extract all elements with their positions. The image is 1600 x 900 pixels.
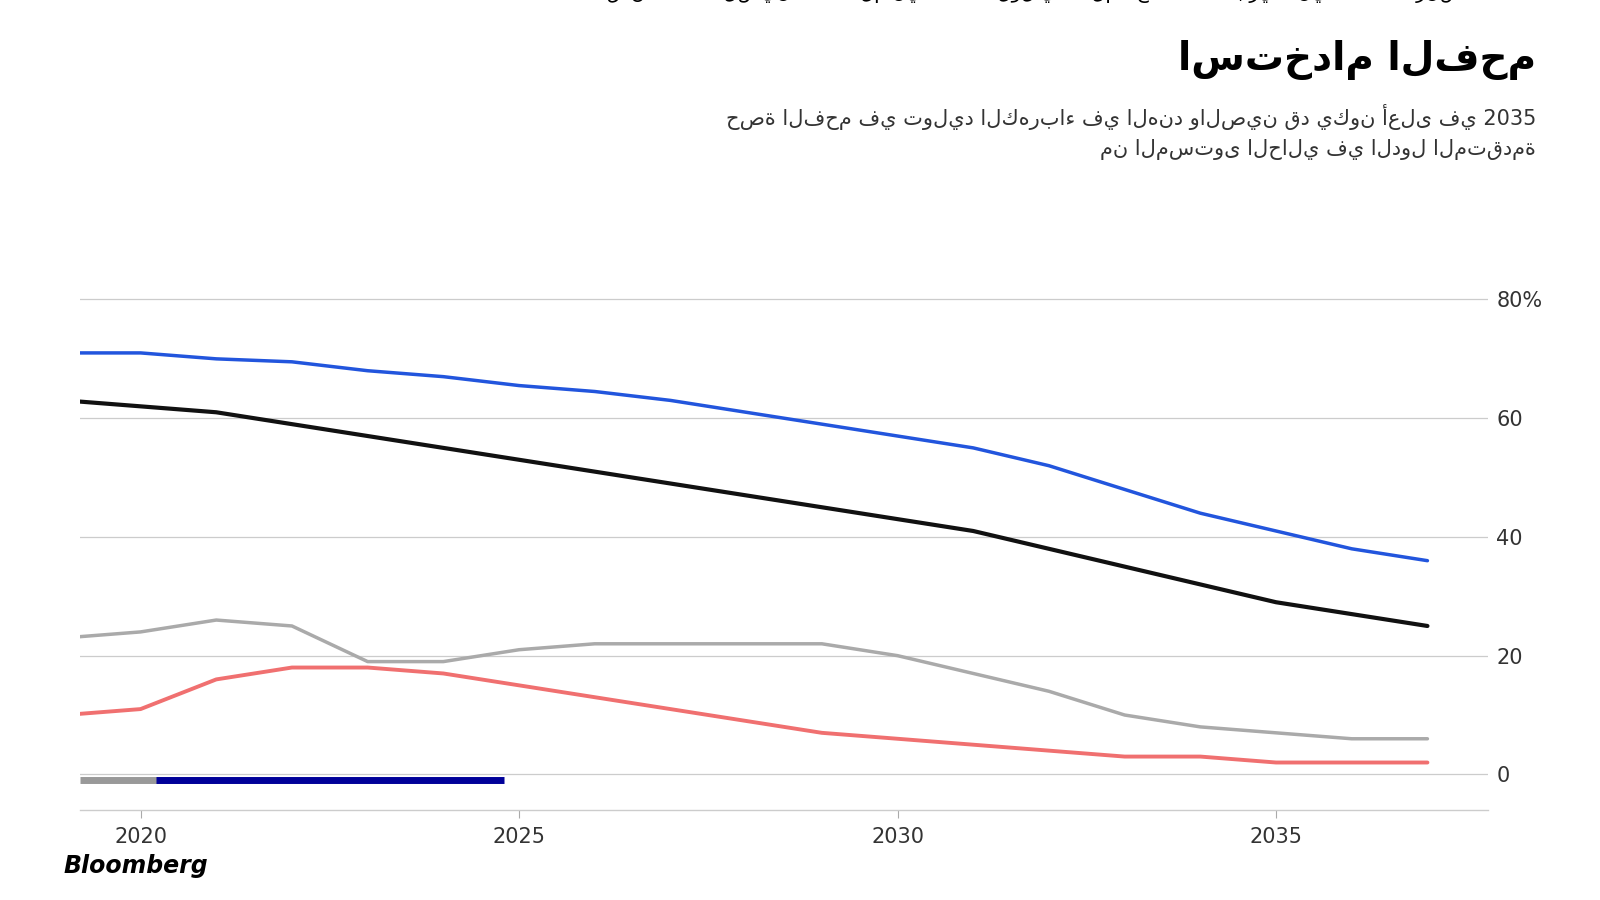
Legend: الهند, الصين, ألمانيا, الولايات المتحدة, بريطانيا, فرنسا: الهند, الصين, ألمانيا, الولايات المتحدة,… <box>549 0 1478 11</box>
Text: استخدام الفحم: استخدام الفحم <box>1178 40 1536 80</box>
Text: من المستوى الحالي في الدول المتقدمة: من المستوى الحالي في الدول المتقدمة <box>1101 140 1536 160</box>
Text: Bloomberg: Bloomberg <box>64 853 208 878</box>
Text: حصة الفحم في توليد الكهرباء في الهند والصين قد يكون أعلى في 2035: حصة الفحم في توليد الكهرباء في الهند وال… <box>726 104 1536 130</box>
